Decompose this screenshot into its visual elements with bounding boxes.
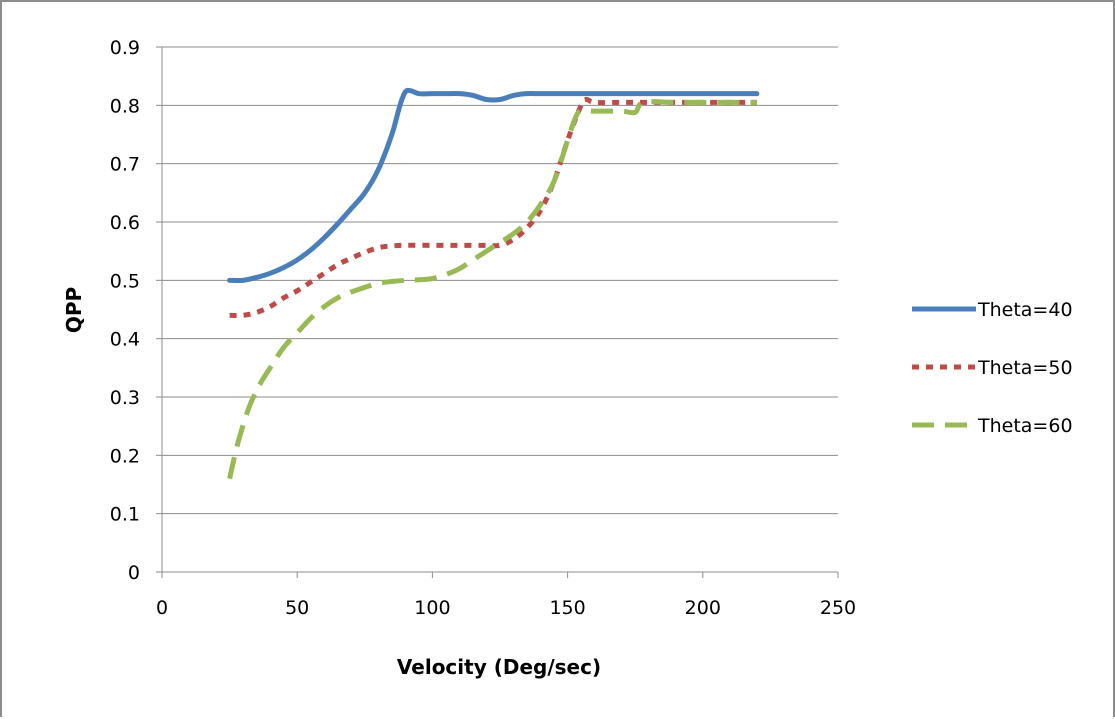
y-tick-label: 0.9 <box>110 37 140 59</box>
series-line-1 <box>227 87 760 284</box>
y-tick-label: 0.1 <box>110 504 140 526</box>
legend-label-3: Theta=60 <box>977 415 1073 437</box>
x-tick-label: 250 <box>820 597 856 619</box>
x-tick-label: 200 <box>685 597 721 619</box>
x-tick-label: 50 <box>285 597 309 619</box>
legend-label-1: Theta=40 <box>977 299 1073 321</box>
axes <box>156 46 839 578</box>
x-tick-label: 150 <box>549 597 585 619</box>
legend-label-2: Theta=50 <box>977 357 1073 379</box>
legend: Theta=40 Theta=50 Theta=60 <box>912 299 1073 437</box>
x-tick-label: 0 <box>156 597 168 619</box>
y-tick-label: 0.8 <box>110 95 140 117</box>
y-tick-label: 0.6 <box>110 212 140 234</box>
series-line-2 <box>229 96 757 319</box>
gridlines <box>162 46 838 515</box>
y-tick-label: 0.7 <box>110 154 140 176</box>
tick-labels: 0 0.1 0.2 0.3 0.4 0.5 0.6 0.7 0.8 0.9 0 50 100 150 200… <box>110 37 856 619</box>
x-tick-label: 100 <box>414 597 450 619</box>
y-tick-label: 0.3 <box>110 387 140 409</box>
x-axis-title: Velocity (Deg/sec) <box>397 655 601 679</box>
y-tick-label: 0 <box>128 562 140 584</box>
series-line-3 <box>227 99 757 480</box>
y-tick-label: 0.2 <box>110 445 140 467</box>
y-tick-label: 0.4 <box>110 329 140 351</box>
y-axis-title: QPP <box>62 287 86 333</box>
y-tick-label: 0.5 <box>110 270 140 292</box>
series-lines <box>227 87 760 480</box>
